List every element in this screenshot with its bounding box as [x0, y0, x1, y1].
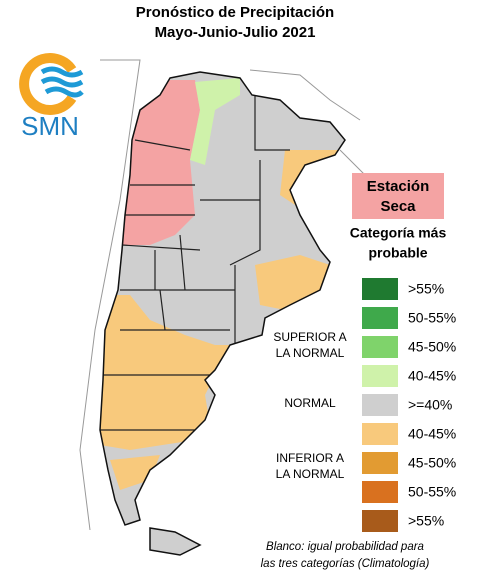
legend-group-label: LA NORMAL: [276, 467, 345, 481]
legend-label: >=40%: [408, 397, 452, 413]
legend-title: Categoría más: [350, 225, 447, 241]
smn-logo: SMN: [19, 53, 84, 141]
legend-group-label: LA NORMAL: [276, 346, 345, 360]
legend-label: 50-55%: [408, 484, 456, 500]
legend-swatch: [362, 423, 398, 445]
dry-season-box: [352, 173, 444, 219]
below-normal-region: [110, 455, 160, 490]
below-normal-region: [100, 295, 230, 450]
legend-label: 50-55%: [408, 310, 456, 326]
footnote: las tres categorías (Climatología): [261, 558, 430, 570]
country-border: [99, 71, 346, 556]
logo-text: SMN: [21, 111, 79, 141]
legend-swatch: [362, 278, 398, 300]
map: [79, 59, 381, 556]
legend-swatch: [362, 481, 398, 503]
legend-label: 45-50%: [408, 339, 456, 355]
dry-season-label: Seca: [380, 198, 416, 215]
legend-swatch: [362, 394, 398, 416]
legend-group-label: NORMAL: [284, 396, 336, 410]
title-line: Mayo-Junio-Julio 2021: [155, 24, 316, 41]
legend-swatch: [362, 452, 398, 474]
province-border: [100, 90, 290, 431]
neighbor-border: [79, 59, 141, 531]
legend-label: >55%: [408, 281, 444, 297]
legend: >55% 50-55% 45-50% 40-45% >=40% 40-45% 45-50% 5…: [273, 278, 456, 532]
legend-swatch: [362, 336, 398, 358]
legend-label: 40-45%: [408, 426, 456, 442]
below-normal-region: [255, 255, 330, 310]
legend-group-label: SUPERIOR A: [273, 330, 346, 344]
legend-label: 45-50%: [408, 455, 456, 471]
title-line: Pronóstico de Precipitación: [136, 4, 334, 21]
legend-label: 40-45%: [408, 368, 456, 384]
below-normal-region: [280, 150, 340, 205]
dry-season-region: [122, 80, 200, 245]
legend-swatch: [362, 307, 398, 329]
above-normal-region: [190, 78, 240, 165]
legend-swatch: [362, 510, 398, 532]
legend-title: probable: [368, 245, 427, 261]
legend-label: >55%: [408, 513, 444, 529]
footnote: Blanco: igual probabilidad para: [266, 541, 424, 553]
dry-season-label: Estación: [367, 178, 430, 195]
legend-group-label: INFERIOR A: [276, 451, 344, 465]
legend-swatch: [362, 365, 398, 387]
